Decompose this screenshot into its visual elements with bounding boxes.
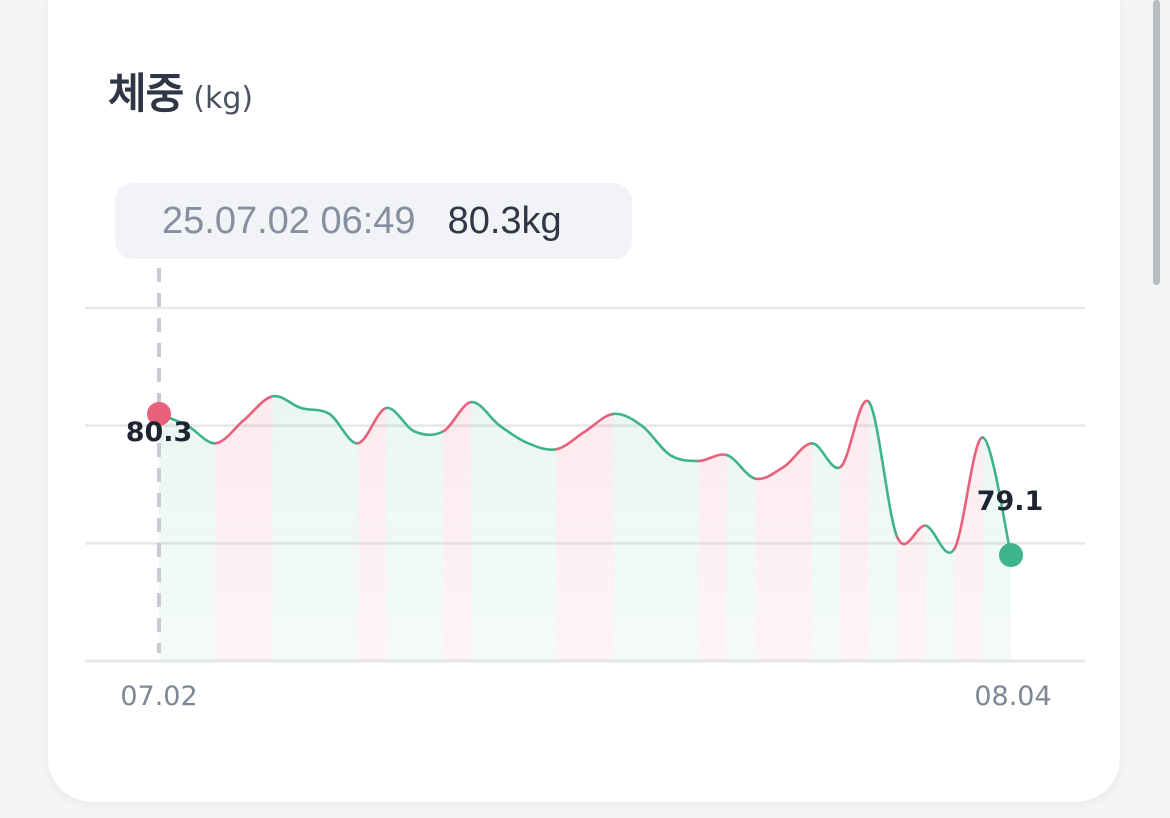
line-segment-fall — [810, 442, 842, 470]
line-segment-rise — [356, 406, 388, 445]
line-segment-fall — [924, 524, 956, 554]
tooltip-value: 80.3kg — [447, 199, 562, 242]
area-segment-rise — [755, 443, 813, 661]
line-segment-fall — [271, 394, 360, 445]
area-segment-fall — [925, 525, 955, 661]
weight-card — [48, 0, 1120, 802]
line-segment-fall — [867, 400, 899, 539]
line-segment-rise — [839, 399, 871, 469]
card-title: 체중 — [108, 69, 184, 118]
area-segment-fall — [982, 437, 1011, 661]
area-segment-fall — [727, 455, 756, 661]
area-segment-fall — [159, 413, 216, 661]
area-segment-fall — [613, 413, 699, 661]
start-point-marker — [147, 401, 171, 426]
area-segment-rise — [698, 454, 727, 661]
tooltip-time: 25.07.02 06:49 — [162, 199, 416, 242]
line-segment-rise — [555, 412, 615, 451]
card-unit: (kg) — [193, 81, 254, 116]
area-segment-fall — [812, 443, 841, 661]
line-segment-fall — [384, 406, 445, 437]
end-point-marker — [999, 543, 1023, 568]
area-segment-rise — [840, 400, 869, 661]
line-segment-fall — [470, 400, 558, 451]
area-segment-fall — [471, 402, 557, 661]
line-segment-rise — [441, 400, 473, 433]
area-segment-fall — [869, 402, 898, 661]
end-value-label: 79.1 — [977, 486, 1044, 517]
line-segment-rise — [697, 453, 729, 463]
line-segment-rise — [754, 442, 814, 481]
line-segment-rise — [214, 395, 274, 445]
area-segment-rise — [443, 402, 472, 661]
area-segment-fall — [272, 396, 358, 661]
scrollbar[interactable] — [1153, 0, 1160, 285]
line-segment-fall — [612, 412, 700, 463]
area-segment-rise — [215, 396, 273, 661]
start-value-label: 80.3 — [126, 417, 193, 448]
area-segment-rise — [897, 525, 926, 661]
area-segment-rise — [357, 408, 387, 661]
area-segment-rise — [954, 437, 983, 661]
value-tooltip: 25.07.02 06:49 80.3kg — [115, 183, 632, 259]
area-segment-fall — [386, 407, 443, 661]
x-tick-label-start: 07.02 — [120, 681, 197, 712]
area-segment-rise — [556, 413, 614, 661]
line-segment-rise — [896, 524, 928, 546]
x-tick-label-end: 08.04 — [974, 681, 1051, 712]
line-segment-fall — [725, 453, 757, 480]
line-segment-rise — [952, 436, 984, 551]
card-header: 체중 (kg) — [108, 60, 253, 121]
